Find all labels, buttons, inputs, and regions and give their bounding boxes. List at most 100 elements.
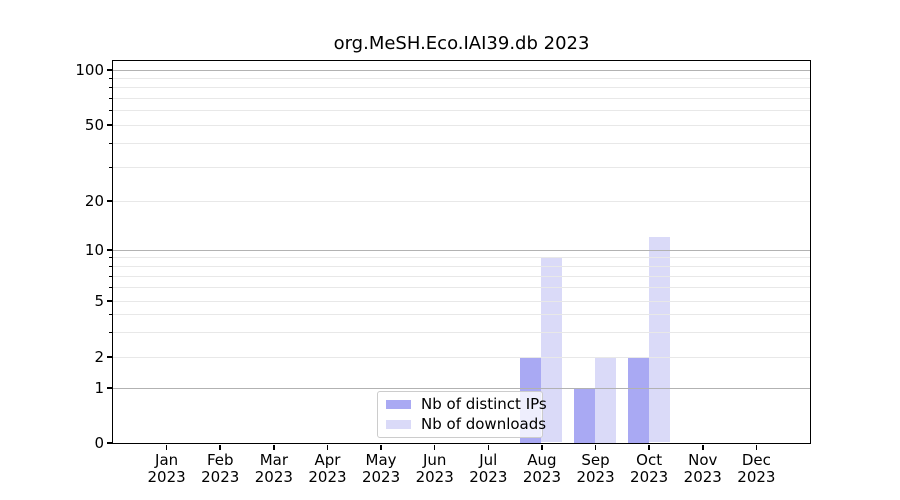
- x-tick-month: Feb: [206, 451, 234, 469]
- y-axis-tick: [106, 356, 112, 358]
- legend-item: Nb of downloads: [386, 416, 546, 433]
- x-axis-tick: [541, 444, 543, 450]
- gridline-minor: [112, 77, 810, 79]
- gridline-minor: [112, 300, 810, 302]
- gridline-minor: [112, 124, 810, 126]
- y-tick-label: 10: [84, 241, 104, 259]
- gridline-minor: [112, 356, 810, 358]
- y-axis-minor-tick: [108, 314, 112, 316]
- bar: [541, 257, 563, 443]
- y-axis-minor-tick: [108, 265, 112, 267]
- x-tick-year: 2023: [308, 467, 347, 486]
- x-tick-month: Jun: [422, 451, 447, 469]
- x-tick-month: Aug: [527, 451, 557, 469]
- gridline-minor: [112, 331, 810, 333]
- y-axis-minor-tick: [108, 77, 112, 79]
- y-axis-minor-tick: [108, 97, 112, 99]
- y-axis-tick: [106, 442, 112, 444]
- y-axis-minor-tick: [108, 287, 112, 289]
- gridline-major: [112, 249, 810, 251]
- y-tick-label: 20: [84, 192, 104, 210]
- y-axis-tick: [106, 200, 112, 202]
- legend: Nb of distinct IPs Nb of downloads: [377, 391, 547, 438]
- x-tick-month: Oct: [636, 451, 663, 469]
- gridline-minor: [112, 166, 810, 168]
- gridline-minor: [112, 314, 810, 316]
- gridline-minor: [112, 143, 810, 144]
- x-tick-label: Oct 2023: [619, 452, 679, 485]
- x-axis-tick: [326, 444, 329, 450]
- x-tick-year: 2023: [576, 467, 615, 486]
- x-axis-tick: [273, 444, 275, 450]
- y-axis-tick: [106, 69, 112, 71]
- bar: [595, 356, 617, 443]
- x-tick-year: 2023: [361, 467, 401, 486]
- y-tick-label: 2: [94, 348, 104, 366]
- x-tick-month: Sep: [581, 451, 610, 469]
- y-tick-label: 100: [75, 61, 104, 79]
- y-tick-label: 5: [94, 292, 104, 310]
- y-axis-minor-tick: [108, 257, 112, 259]
- x-tick-month: Apr: [314, 451, 341, 469]
- gridline-minor: [112, 275, 810, 277]
- x-tick-month: Jan: [155, 451, 179, 469]
- x-axis-tick: [433, 444, 436, 450]
- x-axis-tick: [594, 444, 597, 450]
- x-tick-year: 2023: [201, 467, 240, 486]
- x-tick-year: 2023: [522, 467, 562, 486]
- y-tick-label: 1: [94, 379, 104, 397]
- x-tick-label: Jun 2023: [405, 452, 465, 485]
- x-tick-year: 2023: [630, 467, 669, 486]
- y-axis-tick: [106, 387, 112, 389]
- gridline-minor: [112, 97, 810, 99]
- y-axis-minor-tick: [108, 275, 112, 277]
- x-tick-label: Apr 2023: [297, 452, 357, 485]
- x-tick-label: Aug 2023: [512, 452, 572, 485]
- x-tick-label: Mar 2023: [244, 452, 304, 485]
- y-axis-minor-tick: [108, 143, 112, 144]
- x-tick-label: Dec 2023: [726, 452, 786, 485]
- y-axis-minor-tick: [108, 166, 112, 168]
- y-axis-minor-tick: [108, 331, 112, 333]
- gridline-major: [112, 69, 810, 71]
- x-tick-label: May 2023: [351, 452, 411, 485]
- x-tick-label: Jul 2023: [458, 452, 518, 485]
- x-axis-tick: [165, 444, 168, 450]
- x-tick-year: 2023: [415, 467, 454, 486]
- x-tick-year: 2023: [254, 467, 293, 486]
- x-tick-year: 2023: [737, 467, 776, 486]
- legend-swatch-icon: [386, 400, 411, 409]
- bar: [574, 387, 596, 443]
- x-tick-year: 2023: [683, 467, 722, 486]
- y-axis-tick: [106, 300, 112, 302]
- bar: [648, 236, 670, 443]
- bar: [627, 356, 649, 443]
- x-tick-label: Feb 2023: [190, 452, 250, 485]
- x-axis-tick: [648, 444, 650, 450]
- gridline-minor: [112, 87, 810, 89]
- gridline-minor: [112, 265, 810, 267]
- gridline-major: [112, 387, 810, 389]
- x-axis-tick: [487, 444, 490, 450]
- x-tick-label: Sep 2023: [566, 452, 626, 485]
- gridline-minor: [112, 200, 810, 202]
- gridline-minor: [112, 257, 810, 259]
- x-tick-month: Nov: [688, 451, 718, 469]
- legend-label: Nb of downloads: [421, 415, 547, 433]
- y-tick-label: 50: [84, 116, 104, 134]
- y-axis-minor-tick: [108, 87, 112, 89]
- chart-title: org.MeSH.Eco.IAI39.db 2023: [333, 33, 590, 54]
- y-axis-tick: [106, 249, 112, 251]
- plot-area: [111, 59, 811, 444]
- x-axis-tick: [219, 444, 221, 450]
- x-tick-month: Dec: [741, 451, 771, 469]
- x-tick-year: 2023: [147, 467, 186, 486]
- legend-label: Nb of distinct IPs: [421, 395, 547, 413]
- x-tick-year: 2023: [469, 467, 508, 486]
- x-axis-tick: [755, 444, 758, 450]
- y-axis-tick: [106, 124, 112, 126]
- legend-swatch-icon: [386, 420, 411, 429]
- x-tick-label: Nov 2023: [673, 452, 733, 485]
- x-tick-month: May: [365, 451, 397, 469]
- x-tick-month: Mar: [259, 451, 288, 469]
